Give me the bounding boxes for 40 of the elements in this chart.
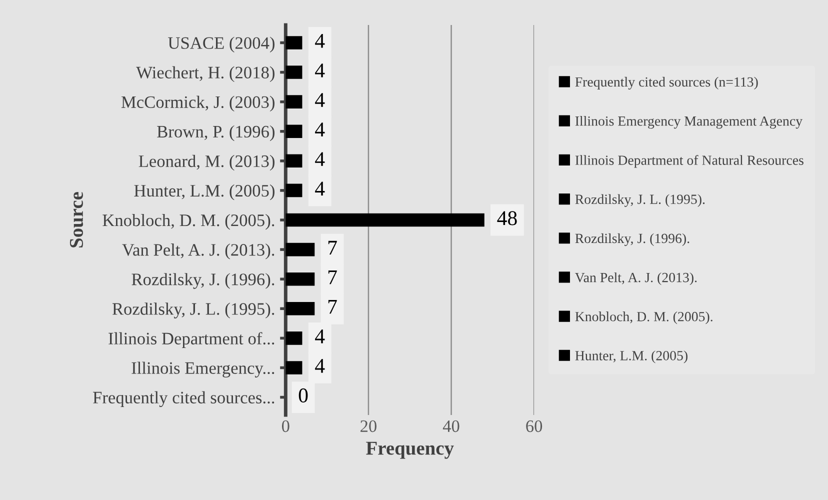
y-tick-label: McCormick, J. (2003) bbox=[121, 96, 274, 112]
y-tick-label: Brown, P. (1996) bbox=[157, 125, 274, 142]
legend-label: Rozdilsky, J. (1996). bbox=[575, 233, 690, 246]
legend-label: Hunter, L.M. (2005) bbox=[575, 350, 688, 364]
data-label: 0 bbox=[298, 388, 308, 402]
legend-label: Illinois Department of Natural Resources bbox=[575, 155, 804, 168]
data-label: 4 bbox=[315, 329, 325, 344]
y-tick-label: Wiechert, H. (2018) bbox=[136, 66, 274, 82]
data-label: 4 bbox=[315, 64, 325, 78]
x-tick-label: 20 bbox=[360, 420, 376, 432]
data-label: 7 bbox=[328, 270, 337, 284]
y-tick-label: Knobloch, D. M. (2005). bbox=[102, 214, 274, 230]
x-tick-label: 60 bbox=[526, 420, 542, 432]
data-label: 4 bbox=[315, 182, 325, 196]
data-label: 4 bbox=[315, 152, 325, 166]
x-tick-label: 0 bbox=[282, 420, 290, 432]
data-label: 4 bbox=[315, 359, 325, 373]
y-tick-label: Illinois Department of... bbox=[108, 332, 274, 348]
data-label: 4 bbox=[315, 34, 325, 48]
y-axis-title: Source bbox=[70, 192, 84, 248]
x-tick-label: 40 bbox=[442, 420, 460, 432]
y-tick-label: USACE (2004) bbox=[168, 36, 274, 52]
y-tick-label: Illinois Emergency... bbox=[132, 362, 274, 378]
data-label: 48 bbox=[497, 211, 517, 226]
y-tick-label: Van Pelt, A. J. (2013). bbox=[122, 244, 274, 260]
y-tick-label: Leonard, M. (2013) bbox=[138, 154, 274, 171]
data-label: 4 bbox=[315, 93, 325, 107]
y-tick-label: Frequently cited sources... bbox=[93, 391, 274, 408]
y-tick-label: Rozdilsky, J. L. (1995). bbox=[112, 302, 274, 318]
y-tick-label: Hunter, L.M. (2005) bbox=[134, 184, 274, 200]
legend-label: Rozdilsky, J. L. (1995). bbox=[575, 194, 705, 207]
data-label: 4 bbox=[315, 122, 325, 136]
data-label: 7 bbox=[328, 300, 337, 314]
legend-label: Illinois Emergency Management Agency bbox=[575, 116, 802, 129]
y-tick-label: Rozdilsky, J. (1996). bbox=[132, 273, 274, 289]
legend-label: Knobloch, D. M. (2005). bbox=[575, 312, 712, 324]
x-axis-title: Frequency bbox=[366, 442, 454, 459]
data-label: 7 bbox=[328, 240, 337, 255]
legend-label: Van Pelt, A. J. (2013). bbox=[575, 272, 697, 286]
legend-label: Frequently cited sources (n=113) bbox=[575, 76, 758, 90]
